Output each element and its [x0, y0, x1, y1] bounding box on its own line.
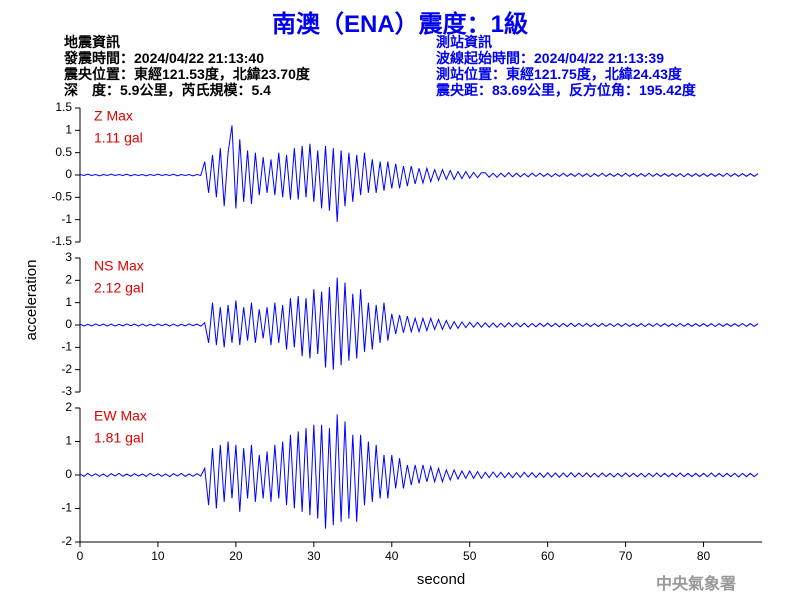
annotation: 2.12 gal	[94, 280, 144, 296]
y-tick-label: -2	[61, 362, 72, 376]
annotation: EW Max	[94, 408, 147, 424]
y-tick-label: -1.5	[51, 234, 72, 248]
x-tick-label: 20	[229, 549, 243, 563]
y-tick-label: -3	[61, 384, 72, 398]
waveform	[79, 277, 759, 370]
station-info: 測站資訊 波線起始時間：2024/04/22 21:13:39 測站位置：東經1…	[436, 34, 696, 98]
y-tick-label: -1	[61, 212, 72, 226]
y-tick-label: -0.5	[51, 190, 72, 204]
event-info: 地震資訊 發震時間：2024/04/22 21:13:40 震央位置：東經121…	[64, 34, 310, 98]
x-tick-label: 80	[697, 549, 711, 563]
y-tick-label: 2	[65, 400, 72, 414]
waveform	[79, 125, 759, 222]
x-tick-label: 30	[307, 549, 321, 563]
waveform	[79, 414, 759, 529]
info-line: 震央距：83.69公里，反方位角：195.42度	[436, 82, 696, 98]
y-tick-label: 2	[65, 273, 72, 287]
x-tick-label: 40	[385, 549, 399, 563]
x-tick-label: 10	[151, 549, 165, 563]
y-tick-label: 0	[65, 467, 72, 481]
y-tick-label: 0.5	[55, 145, 72, 159]
info-line: 測站資訊	[436, 34, 492, 50]
annotation: NS Max	[94, 258, 144, 274]
x-tick-label: 50	[463, 549, 477, 563]
x-tick-label: 60	[541, 549, 555, 563]
info-line: 震央位置：東經121.53度，北緯23.70度	[64, 66, 310, 82]
y-tick-label: -1	[61, 340, 72, 354]
x-tick-label: 0	[77, 549, 84, 563]
annotation: Z Max	[94, 108, 133, 124]
y-tick-label: 0	[65, 317, 72, 331]
y-tick-label: -2	[61, 534, 72, 548]
title: 南澳（ENA）震度：1級	[271, 11, 529, 38]
info-line: 地震資訊	[64, 34, 120, 50]
annotation: 1.81 gal	[94, 430, 144, 446]
y-tick-label: 1	[65, 434, 72, 448]
annotation: 1.11 gal	[94, 130, 143, 146]
info-line: 波線起始時間：2024/04/22 21:13:39	[436, 50, 664, 66]
y-tick-label: 1	[65, 123, 72, 137]
y-tick-label: 3	[65, 250, 72, 264]
x-axis-label: second	[417, 571, 465, 588]
y-axis-label: acceleration	[23, 260, 40, 341]
y-tick-label: 0	[65, 167, 72, 181]
info-line: 測站位置：東經121.75度，北緯24.43度	[436, 66, 682, 82]
y-tick-label: 1.5	[55, 100, 72, 114]
info-line: 深 度：5.9公里，芮氏規模：5.4	[64, 82, 271, 98]
footer: 中央氣象署	[656, 574, 737, 593]
x-tick-label: 70	[619, 549, 633, 563]
info-line: 發震時間：2024/04/22 21:13:40	[64, 50, 264, 66]
y-tick-label: 1	[65, 295, 72, 309]
y-tick-label: -1	[61, 501, 72, 515]
